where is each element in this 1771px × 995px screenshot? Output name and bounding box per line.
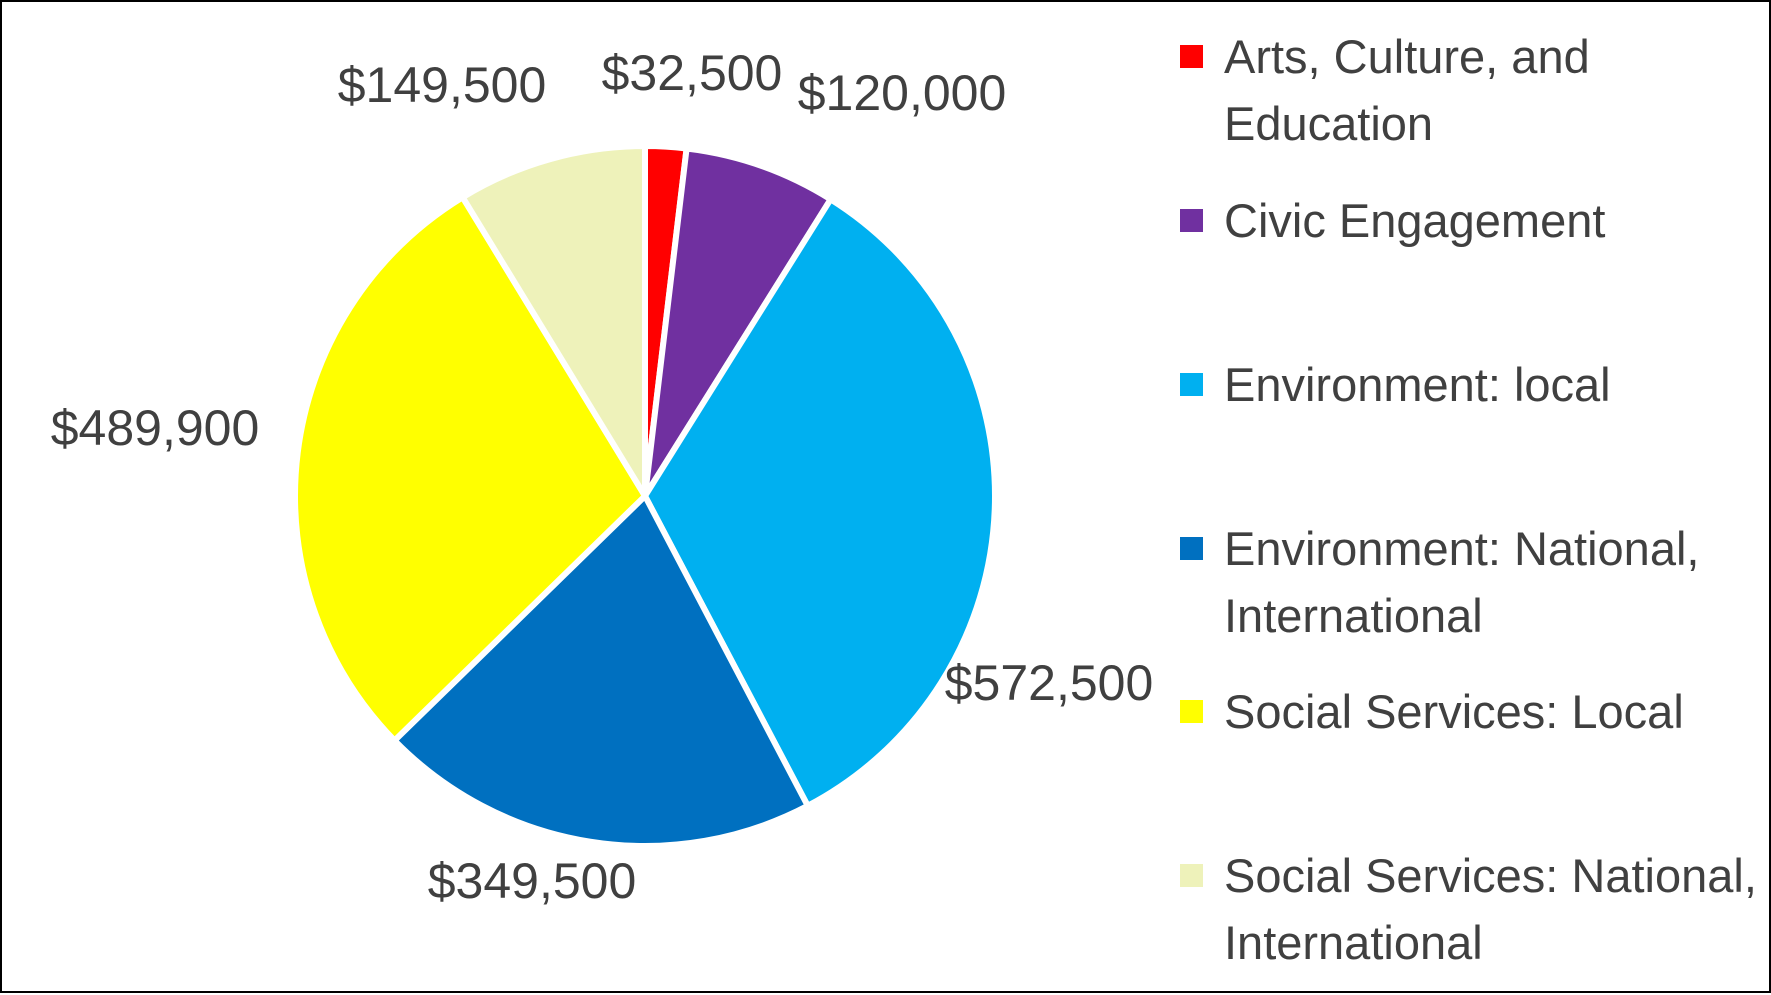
pie-slice-4 xyxy=(292,194,648,744)
legend-label-social-services-local: Social Services: Local xyxy=(1224,685,1684,738)
pie-data-label-1: $120,000 xyxy=(798,65,1007,121)
pie-data-label-5: $149,500 xyxy=(338,57,547,113)
pie-data-label-4: $489,900 xyxy=(51,400,260,456)
pie-slice-2 xyxy=(642,196,998,809)
legend-swatch-civic-engagement xyxy=(1180,209,1203,232)
pie-slices xyxy=(292,143,998,849)
chart-legend: Arts, Culture, and Education Civic Engag… xyxy=(1180,2,1765,995)
pie-slice-1 xyxy=(642,145,834,499)
legend-label-environment-national-international: Environment: National, International xyxy=(1224,522,1700,642)
pie-data-label-2: $572,500 xyxy=(945,655,1154,711)
pie-data-label-0: $32,500 xyxy=(602,45,783,101)
legend-swatch-social-services-local xyxy=(1180,700,1203,723)
legend-label-environment-local: Environment: local xyxy=(1224,358,1611,411)
legend-label-social-services-national-international: Social Services: National, International xyxy=(1224,849,1757,969)
pie-data-labels: $32,500 $120,000 $572,500 $349,500 $489,900 $… xyxy=(51,45,1154,909)
legend-swatch-arts-culture-education xyxy=(1180,45,1203,68)
legend-swatch-environment-national-international xyxy=(1180,537,1203,560)
pie-data-label-3: $349,500 xyxy=(428,853,637,909)
legend-label-civic-engagement: Civic Engagement xyxy=(1224,194,1606,247)
legend-swatch-social-services-national-international xyxy=(1180,864,1203,887)
legend-label-arts-culture-education: Arts, Culture, and Education xyxy=(1224,30,1590,150)
pie-slice-3 xyxy=(391,493,811,849)
pie-slice-5 xyxy=(459,143,648,499)
legend-swatch-environment-local xyxy=(1180,373,1203,396)
